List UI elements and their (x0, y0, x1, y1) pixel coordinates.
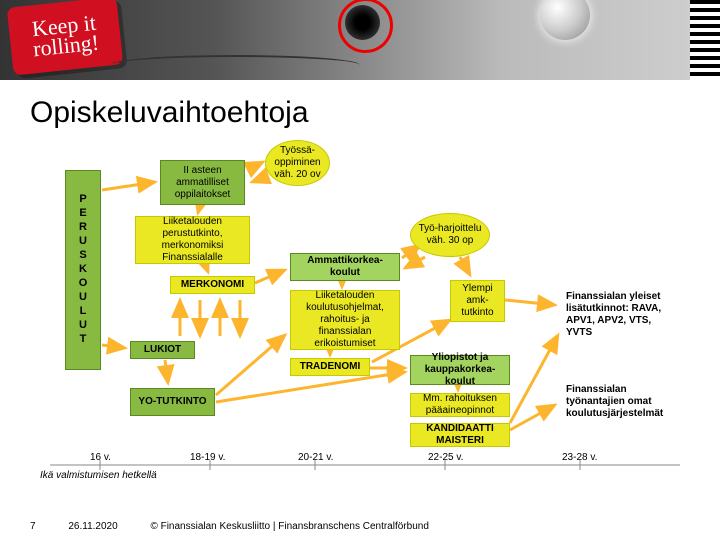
diagram-area: PERUSKOULUT II asteen ammatilliset oppil… (40, 140, 700, 480)
footer: 7 26.11.2020 © Finanssialan Keskusliitto… (30, 521, 710, 532)
node-rahoitus-paaaine: Mm. rahoituksen pääaineopinnot (410, 393, 510, 417)
disco-ball-icon (540, 0, 590, 40)
node-merkonomi: MERKONOMI (170, 276, 255, 294)
node-tradenomi: TRADENOMI (290, 358, 370, 376)
header-banner: Keep it rolling! (0, 0, 720, 80)
node-iiaste: II asteen ammatilliset oppilaitokset (160, 160, 245, 205)
page-title: Opiskeluvaihtoehtoja (30, 96, 720, 130)
node-amk: Ammattikorkea-koulut (290, 253, 400, 281)
age-caption: Ikä valmistumisen hetkellä (40, 470, 157, 481)
age-22: 22-25 v. (428, 452, 463, 463)
speaker-icon (345, 5, 380, 40)
node-yliopistot: Yliopistot ja kauppakorkea-koulut (410, 355, 510, 385)
footer-copyright: © Finanssialan Keskusliitto | Finansbran… (150, 521, 428, 532)
age-23: 23-28 v. (562, 452, 597, 463)
node-liiketalouden-koulutusohjelmat: Liiketalouden koulutusohjelmat, rahoitus… (290, 290, 400, 350)
node-ylempi-amk: Ylempi amk-tutkinto (450, 280, 505, 322)
node-tyoharjoittelu: Työ-harjoittelu väh. 30 op (410, 213, 490, 257)
node-peruskoulut: PERUSKOULUT (65, 170, 101, 370)
node-lukiot: LUKIOT (130, 341, 195, 359)
node-finanssialan-omat: Finanssialan työnantajien omat koulutusj… (560, 382, 680, 422)
node-liiketalouden-perustutkinto: Liiketalouden perustutkinto, merkonomiks… (135, 216, 250, 264)
logo-badge: Keep it rolling! (7, 0, 124, 76)
footer-page: 7 (30, 521, 36, 532)
node-tyossa-oppiminen: Työssä-oppiminen väh. 20 ov (265, 140, 330, 186)
node-finanssialan-yleiset: Finanssialan yleiset lisätutkinnot: RAVA… (560, 290, 680, 340)
node-kandidaatti-maisteri: KANDIDAATTI MAISTERI (410, 423, 510, 447)
age-16: 16 v. (90, 452, 111, 463)
footer-date: 26.11.2020 (68, 521, 117, 532)
wire-decoration (110, 55, 360, 75)
filmstrip-icon (690, 0, 720, 80)
age-20: 20-21 v. (298, 452, 333, 463)
node-yo-tutkinto: YO-TUTKINTO (130, 388, 215, 416)
age-18: 18-19 v. (190, 452, 225, 463)
logo-line2: rolling! (32, 33, 100, 60)
